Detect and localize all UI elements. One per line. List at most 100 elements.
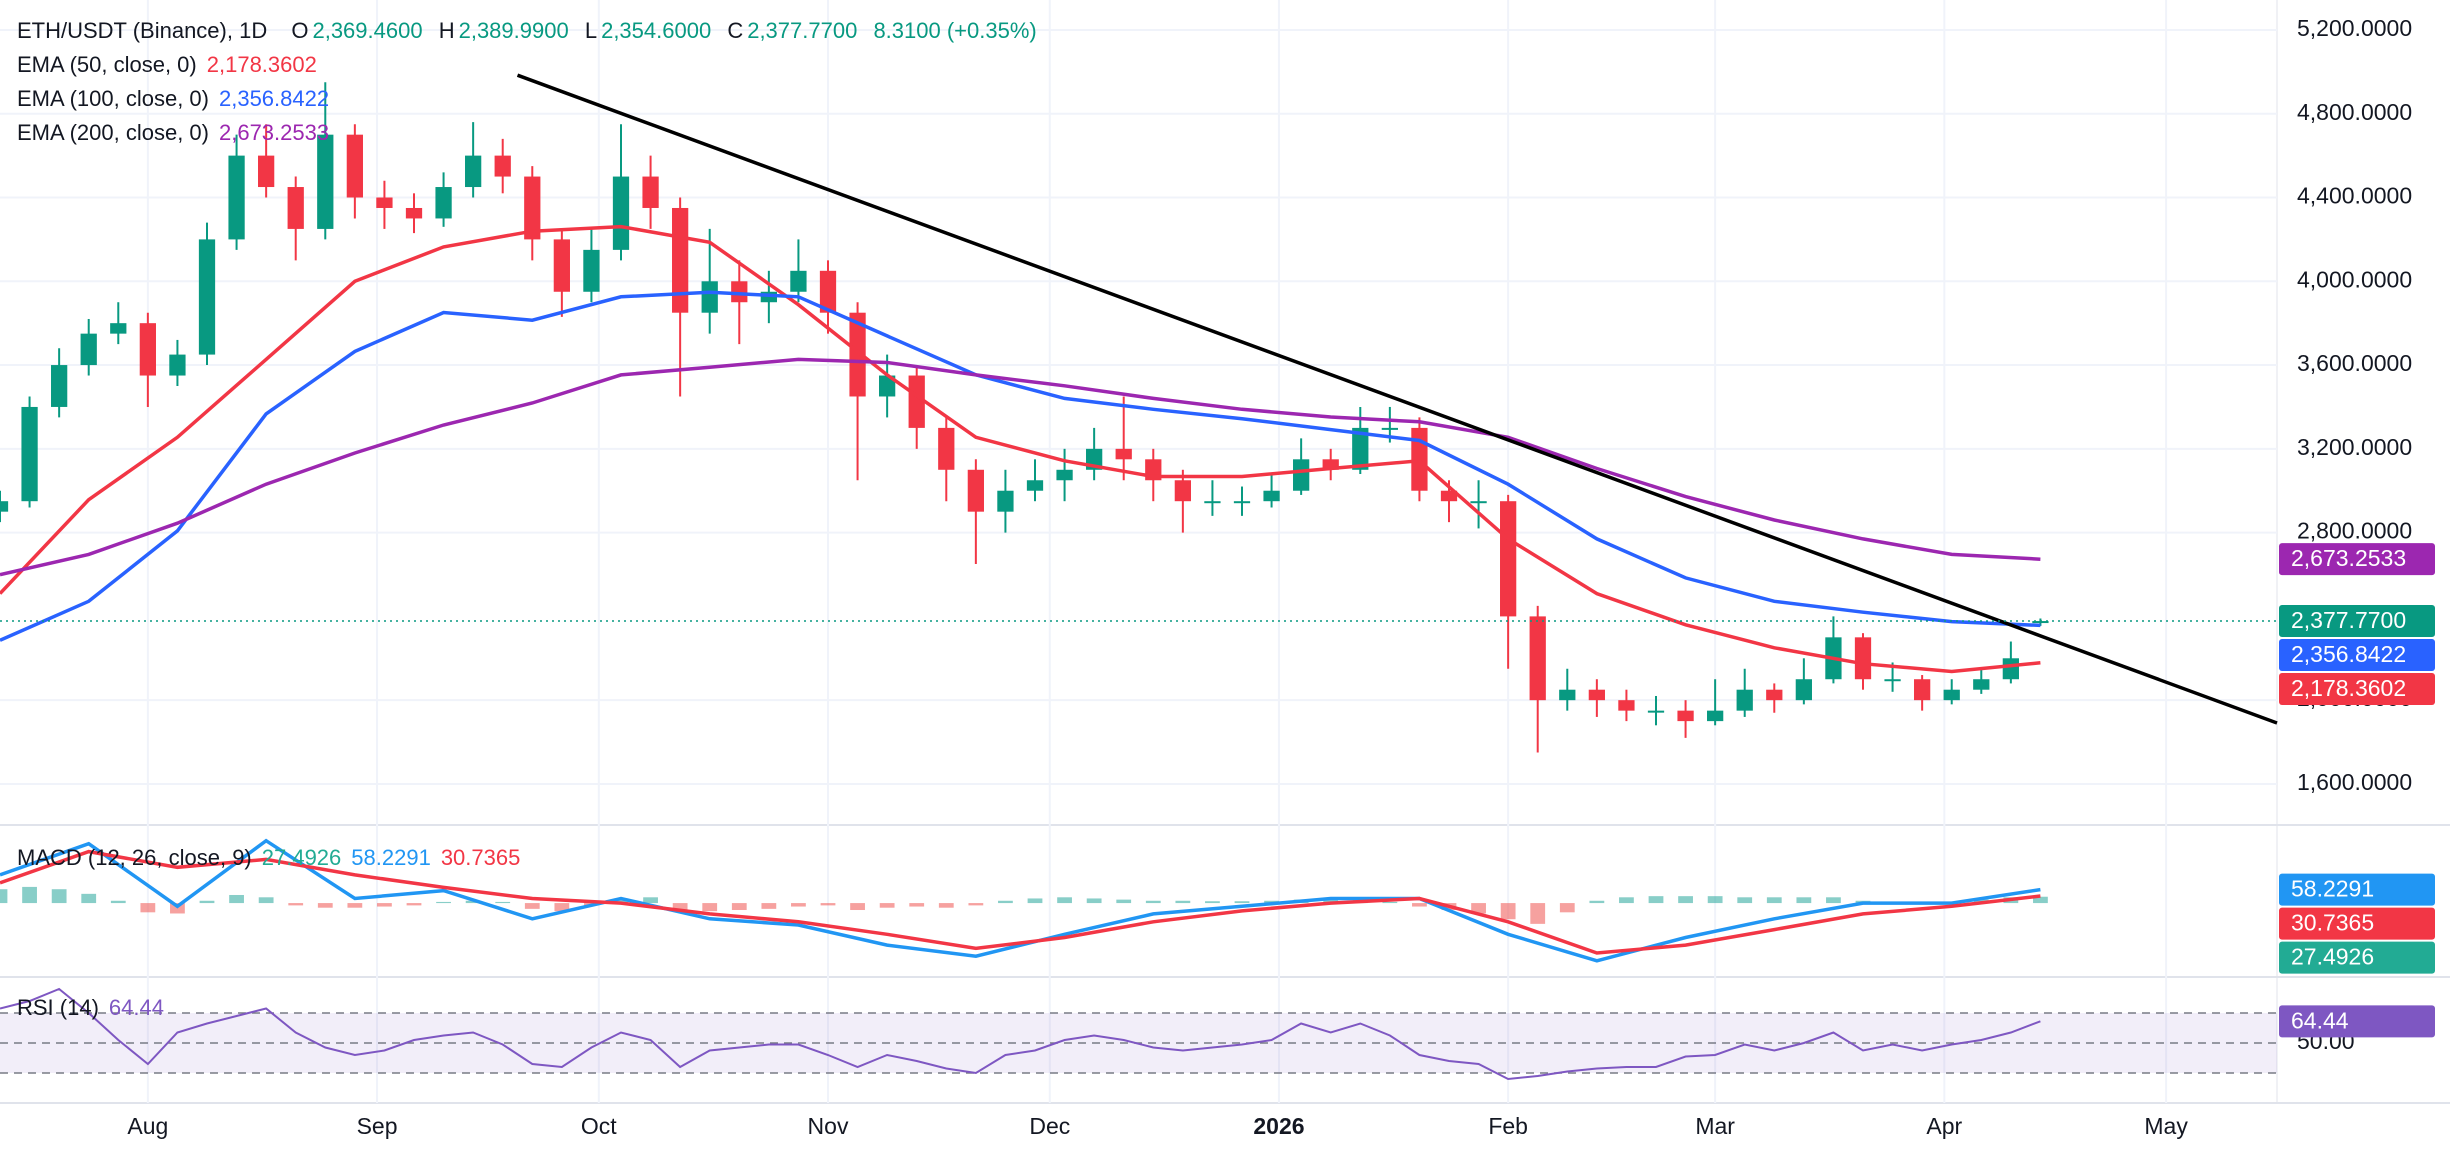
ema-line — [0, 357, 2041, 577]
price-tag — [2279, 605, 2435, 638]
candle-body — [1470, 501, 1487, 504]
candle-body — [1854, 637, 1872, 680]
candle-body — [553, 239, 570, 292]
x-tick-label: Dec — [1029, 1113, 1070, 1139]
candle-body — [1381, 427, 1398, 430]
candle-body — [51, 365, 68, 407]
rsi-title: RSI (14) — [17, 995, 99, 1020]
candle-body — [908, 375, 925, 428]
ohlc-value: 2,369.4600 — [312, 18, 423, 43]
histogram-bar — [465, 900, 481, 904]
histogram-bar — [1559, 903, 1575, 913]
candle-body — [612, 176, 630, 250]
candle-body — [435, 187, 452, 219]
candle-body — [465, 155, 482, 188]
histogram-bar — [1175, 900, 1191, 904]
histogram-bar — [1619, 897, 1634, 904]
price-tag-label: 2,377.7700 — [2291, 607, 2406, 633]
histogram-bar — [258, 897, 274, 904]
macd-value: 27.4926 — [261, 845, 342, 870]
ema-line — [0, 224, 2041, 674]
candle-body — [731, 281, 748, 303]
histogram-bar — [909, 903, 925, 907]
histogram-bar — [1264, 900, 1279, 904]
price-tag-label: 2,673.2533 — [2291, 545, 2406, 571]
y-tick-label: 5,200.0000 — [2297, 15, 2412, 41]
histogram-bar — [1530, 903, 1546, 924]
ema-value: 2,673.2533 — [218, 120, 330, 145]
x-tick-label: Sep — [357, 1113, 398, 1139]
x-tick-label: Feb — [1488, 1113, 1528, 1139]
ema-row: EMA (100, close, 0) 2,356.8422 — [17, 82, 1047, 116]
candle-body — [1529, 616, 1546, 701]
histogram-bar — [998, 900, 1013, 904]
ema-value: 2,178.3602 — [206, 52, 317, 77]
histogram-bar — [1116, 899, 1132, 904]
macd-value: 30.7365 — [440, 845, 521, 870]
histogram-bar — [1678, 896, 1693, 904]
price-tag-label: 2,178.3602 — [2291, 675, 2406, 701]
histogram-bar — [702, 903, 718, 912]
ema-line — [0, 290, 2041, 642]
histogram-bar — [436, 901, 451, 904]
histogram-bar — [1796, 897, 1812, 904]
ema-row: EMA (200, close, 0) 2,673.2533 — [17, 116, 1047, 150]
histogram-bar — [347, 903, 363, 908]
histogram-bar — [1737, 897, 1753, 904]
candle-body — [346, 134, 363, 198]
candle-body — [790, 270, 807, 292]
signal-line — [0, 849, 2041, 955]
histogram-bar — [51, 889, 67, 904]
price-tag — [2279, 873, 2435, 906]
candle-body — [317, 134, 334, 229]
histogram-bar — [22, 886, 37, 904]
candle-body — [1795, 679, 1812, 701]
candle-body — [524, 176, 541, 240]
candle-body — [1618, 700, 1635, 711]
y-tick-label: 4,000.0000 — [2297, 266, 2412, 292]
histogram-bar — [140, 903, 156, 913]
histogram-bar — [2033, 896, 2048, 904]
histogram-bar — [850, 903, 865, 911]
ohlc-key: H — [438, 18, 455, 43]
candle-body — [1559, 689, 1576, 701]
price-tag-label: 30.7365 — [2291, 910, 2374, 936]
candle-body — [405, 207, 423, 219]
histogram-bar — [110, 900, 126, 904]
candle-body — [1322, 459, 1339, 470]
x-tick-label: Oct — [581, 1113, 617, 1139]
candle-body — [1204, 501, 1221, 504]
candle-body — [169, 354, 186, 376]
candle-body — [2032, 621, 2049, 624]
histogram-bar — [672, 903, 688, 911]
ohlc-row: ETH/USDT (Binance), 1D O 2,369.4600 H 2,38… — [17, 14, 1047, 48]
y-tick-label: 4,400.0000 — [2297, 183, 2412, 209]
histogram-bar — [1323, 898, 1339, 904]
rsi-line — [0, 987, 2041, 1081]
x-tick-label: 2026 — [1253, 1113, 1304, 1139]
candle-body — [1174, 480, 1191, 502]
histogram-bar — [1145, 900, 1161, 904]
symbol-title: ETH/USDT (Binance), 1D — [17, 18, 268, 43]
candle-body — [1293, 459, 1310, 491]
price-tag-label: 64.44 — [2291, 1007, 2349, 1033]
rsi-legend: RSI (14) 64.44 — [17, 991, 174, 1025]
price-tag — [2279, 673, 2435, 706]
price-tag — [2279, 907, 2435, 940]
y-tick-label: 2,800.0000 — [2297, 518, 2412, 544]
rsi-value: 64.44 — [108, 995, 164, 1020]
x-tick-label: May — [2144, 1113, 2188, 1139]
price-tag — [2279, 941, 2435, 974]
histogram-bar — [1205, 901, 1220, 904]
candle-body — [1677, 710, 1694, 722]
histogram-bar — [288, 903, 304, 906]
candle-body — [819, 270, 837, 313]
price-tag-label: 2,356.8422 — [2291, 641, 2406, 667]
histogram-bar — [495, 901, 511, 904]
candle-body — [1736, 689, 1753, 711]
candle-body — [1647, 710, 1665, 713]
y-tick-label: 3,200.0000 — [2297, 434, 2412, 460]
candle-body — [228, 155, 245, 240]
candle-body — [1707, 710, 1724, 722]
candle-body — [1588, 689, 1605, 701]
